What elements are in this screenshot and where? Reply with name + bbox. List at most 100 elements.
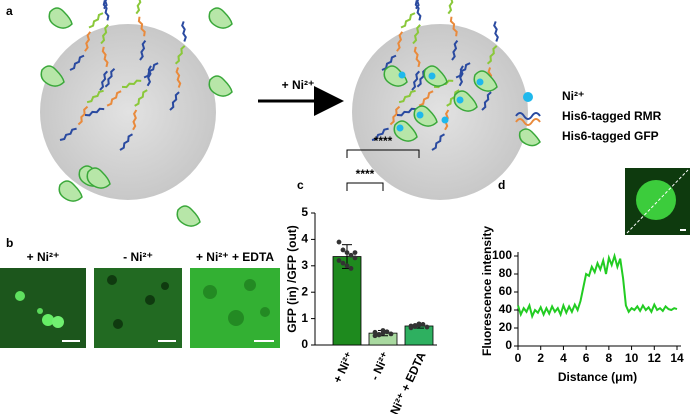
droplet xyxy=(107,275,117,285)
significance-label: **** xyxy=(374,134,393,148)
legend-label: Ni²⁺ xyxy=(562,89,584,103)
droplet xyxy=(37,308,43,314)
polymer xyxy=(102,0,110,21)
polymer xyxy=(84,107,105,117)
polymer xyxy=(139,40,147,61)
gfp xyxy=(473,70,498,92)
polymer xyxy=(132,109,138,131)
y-tick-label: 40 xyxy=(499,302,513,316)
y-tick-label: 4 xyxy=(301,232,308,246)
polymer xyxy=(412,24,421,45)
gfp xyxy=(86,167,111,189)
polymer xyxy=(137,16,146,37)
polymer xyxy=(121,79,142,89)
polymer xyxy=(416,68,428,88)
y-tick-label: 0 xyxy=(505,338,512,352)
y-axis-label: Fluorescence intensity xyxy=(480,226,494,356)
y-tick-label: 0 xyxy=(301,337,308,351)
image-label: + Ni²⁺ xyxy=(27,250,60,264)
x-tick-label: 12 xyxy=(648,351,662,365)
droplet xyxy=(145,295,155,305)
y-tick-label: 100 xyxy=(492,248,512,262)
polymer xyxy=(398,89,416,104)
significance-label: **** xyxy=(356,167,375,181)
polymer xyxy=(104,68,116,88)
polymer xyxy=(451,40,459,61)
x-tick-label: 4 xyxy=(560,351,567,365)
x-tick-label: - Ni²⁺ xyxy=(367,350,392,383)
y-tick-label: 80 xyxy=(499,266,513,280)
polymer xyxy=(486,45,498,65)
x-tick-label: 2 xyxy=(537,351,544,365)
legend-label: His6-tagged RMR xyxy=(562,109,662,123)
data-point xyxy=(372,329,378,335)
condensate xyxy=(40,24,216,200)
polymer xyxy=(174,45,186,65)
panel-label: d xyxy=(498,178,505,192)
polymer xyxy=(88,12,104,29)
polymer xyxy=(84,31,92,52)
x-tick-label: 6 xyxy=(583,351,590,365)
ion xyxy=(476,78,484,86)
y-tick-label: 2 xyxy=(301,284,308,298)
arrow-label: + Ni²⁺ xyxy=(282,78,315,92)
ion xyxy=(456,96,464,104)
droplet xyxy=(52,316,64,328)
polymer xyxy=(134,89,148,107)
significance-bracket xyxy=(346,149,420,158)
polymer xyxy=(418,90,434,107)
data-point xyxy=(380,328,386,333)
data-point xyxy=(340,247,346,253)
data-point xyxy=(424,324,430,330)
polymer xyxy=(411,70,421,91)
polymer xyxy=(455,62,471,79)
polymer xyxy=(449,16,458,37)
polymer xyxy=(181,21,187,42)
legend-icon xyxy=(518,128,541,147)
data-point xyxy=(336,258,342,263)
polymer xyxy=(106,90,122,107)
droplet xyxy=(228,310,244,326)
polymer xyxy=(493,21,499,42)
legend-label: His6-tagged GFP xyxy=(562,129,659,143)
legend-icon xyxy=(515,112,541,120)
data-point xyxy=(376,332,382,338)
bar xyxy=(332,256,362,346)
gfp xyxy=(40,65,65,87)
panel-label: c xyxy=(297,178,304,192)
polymer xyxy=(59,127,77,141)
ion xyxy=(428,72,436,80)
x-tick-label: 10 xyxy=(625,351,639,365)
droplet xyxy=(113,319,123,329)
ion xyxy=(398,71,406,79)
polymer xyxy=(396,31,404,52)
gfp xyxy=(208,75,233,97)
gfp xyxy=(423,65,448,87)
polymer xyxy=(100,24,109,45)
gfp xyxy=(413,105,438,127)
polymer xyxy=(431,133,445,151)
condensate xyxy=(352,24,528,200)
panel-label: a xyxy=(6,4,13,18)
gfp xyxy=(383,65,408,87)
polymer xyxy=(99,70,109,91)
data-point xyxy=(352,250,358,256)
x-tick-label: + Ni²⁺ xyxy=(330,350,356,386)
polymer xyxy=(381,54,397,71)
x-tick-label: 0 xyxy=(515,351,522,365)
data-point xyxy=(388,331,394,337)
significance-bracket xyxy=(346,182,384,191)
gfp xyxy=(58,180,83,202)
gfp xyxy=(453,90,478,112)
droplet xyxy=(636,180,676,220)
polymer xyxy=(143,62,159,79)
polymer xyxy=(413,46,421,68)
gfp xyxy=(176,205,201,227)
droplet xyxy=(260,307,270,317)
data-point xyxy=(336,239,342,245)
data-point xyxy=(420,322,426,327)
y-axis-label: GFP (in) /GFP (out) xyxy=(285,225,299,333)
polymer xyxy=(389,105,401,126)
data-point xyxy=(416,321,422,327)
polymer xyxy=(135,0,142,15)
